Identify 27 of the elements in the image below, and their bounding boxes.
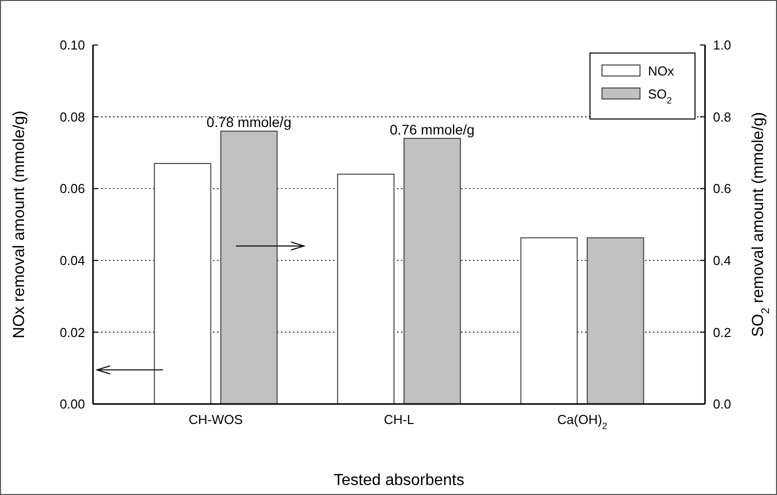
x-tick-label: CH-WOS xyxy=(188,412,244,427)
bar xyxy=(337,174,394,404)
bar xyxy=(220,130,278,404)
y2-tick-label: 1.0 xyxy=(713,38,732,53)
y-tick-label: 0.08 xyxy=(60,109,85,124)
y-tick-label: 0.02 xyxy=(60,324,85,340)
y2-tick-label: 0.6 xyxy=(713,181,732,196)
bar xyxy=(586,237,644,404)
annotation: 0.76 mmole/g xyxy=(390,121,475,138)
y-tick-label: 0.00 xyxy=(60,396,85,412)
y2-tick-label: 0.0 xyxy=(713,396,732,412)
bar xyxy=(520,237,578,404)
y-axis-title: NOx removal amount (mmole/g) xyxy=(11,110,28,338)
legend-label: SO$_{2}$ xyxy=(648,86,672,106)
bar xyxy=(404,138,461,404)
y2-tick-label: 0.8 xyxy=(713,109,732,124)
x-tick-label: Ca(OH)$_{2}$ xyxy=(557,412,608,431)
y2-tick-label: 0.4 xyxy=(713,252,732,268)
x-axis-title: Tested absorbents xyxy=(334,472,464,489)
y-tick-label: 0.10 xyxy=(60,38,85,53)
x-tick-label: CH-L xyxy=(384,412,414,427)
y-tick-label: 0.04 xyxy=(60,252,85,268)
y-tick-label: 0.06 xyxy=(60,181,85,196)
legend-label: NOx xyxy=(648,64,674,79)
bar xyxy=(154,162,212,404)
annotation: 0.78 mmole/g xyxy=(206,114,292,130)
y2-tick-label: 0.2 xyxy=(713,324,732,340)
